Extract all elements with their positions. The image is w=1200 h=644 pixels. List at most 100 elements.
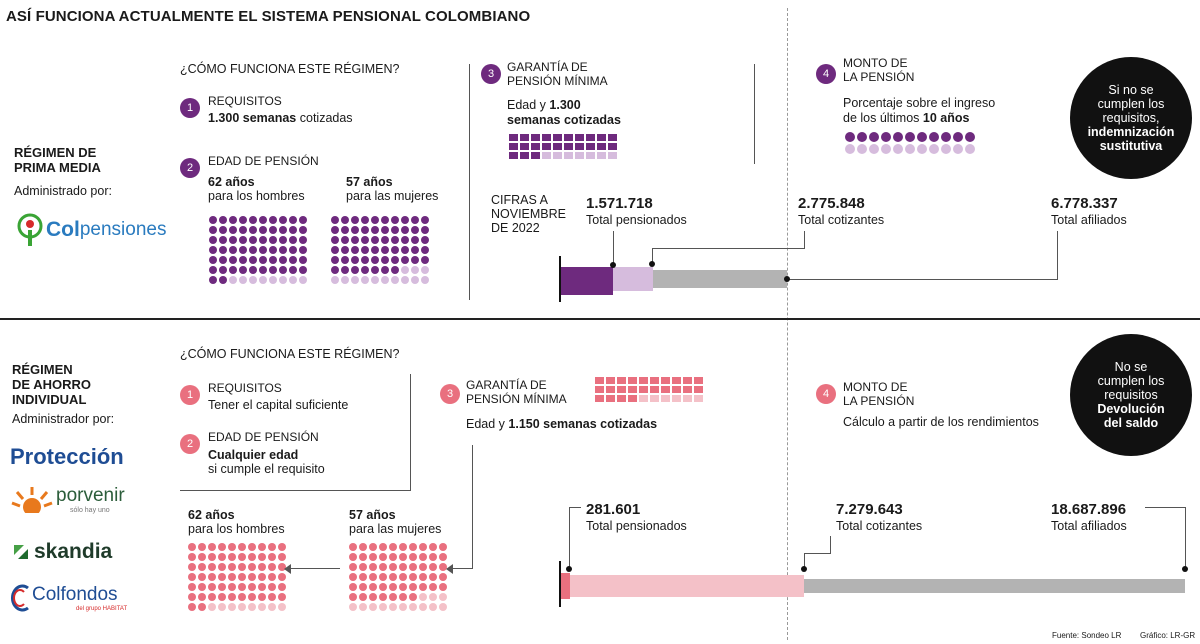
week-square [639,377,648,384]
age-dot [359,603,367,611]
year-circle [869,144,879,154]
age-dot [258,563,266,571]
age-dot [229,256,237,264]
age-dot [279,216,287,224]
age-dot [411,256,419,264]
age-dot [258,583,266,591]
age-dot [369,543,377,551]
week-square [586,134,595,141]
women-text: para las mujeres [349,522,442,536]
age-dot [249,216,257,224]
age-dot [238,563,246,571]
age-dot [401,256,409,264]
age-dot [229,266,237,274]
ahorro-bar-pensionados [561,573,570,599]
footer-source: Fuente: Sondeo LR [1052,631,1122,640]
age-dot [439,583,447,591]
age-dot [379,553,387,561]
age-dot [439,563,447,571]
step-label-monto: MONTO DE LA PENSIÓN [843,380,915,408]
age-dot [429,563,437,571]
age-dot [239,226,247,234]
week-square [564,152,573,159]
age-dot [238,583,246,591]
step-label-requisitos: REQUISITOS [208,94,282,108]
leader-dot [649,261,655,267]
age-dot [279,236,287,244]
age-dot [259,246,267,254]
week-square [661,377,670,384]
week-square [531,152,540,159]
age-dot [268,553,276,561]
age-dot [369,563,377,571]
bracket-line [180,490,411,491]
age-dot [371,226,379,234]
pensionados-value: 281.601 [586,501,641,518]
age-dot [268,603,276,611]
age-dot [198,593,206,601]
age-dot [391,226,399,234]
women-age: 57 años [346,175,393,189]
women-age: 57 años [349,508,396,522]
age-dot [331,236,339,244]
age-dot [299,226,307,234]
age-dot [411,236,419,244]
step-text-edad-bold: Cualquier edad [208,448,299,462]
age-dot [361,276,369,284]
age-dot [391,266,399,274]
age-dot [269,246,277,254]
age-dot [401,216,409,224]
week-square [672,377,681,384]
age-dot [391,256,399,264]
age-dot [299,236,307,244]
week-square [628,395,637,402]
leader-line [569,507,570,569]
men-age-dots [188,543,286,611]
age-dot [439,603,447,611]
ahorro-bar-cotizantes [561,575,804,597]
age-dot [429,603,437,611]
age-dot [209,226,217,234]
step-number-4: 4 [816,64,836,84]
age-dot [381,276,389,284]
afiliados-label: Total afiliados [1051,519,1127,533]
cotizantes-label: Total cotizantes [798,213,885,227]
vertical-separator [469,64,470,300]
age-dot [259,226,267,234]
age-dot [371,236,379,244]
year-circle [869,132,879,142]
age-dot [381,266,389,274]
cifras-label: CIFRAS A NOVIEMBRE DE 2022 [491,193,567,235]
age-dot [238,593,246,601]
age-dot [331,226,339,234]
cotizantes-value: 7.279.643 [836,501,903,518]
step-label-requisitos: REQUISITOS [208,381,282,395]
age-dot [409,573,417,581]
age-dot [209,266,217,274]
age-dot [188,603,196,611]
age-dot [341,216,349,224]
step-text-monto: Cálculo a partir de los rendimientos [843,415,1039,429]
age-dot [238,603,246,611]
age-dot [209,246,217,254]
age-dot [268,573,276,581]
week-square [553,143,562,150]
age-dot [359,573,367,581]
age-dot [421,256,429,264]
step-label-edad: EDAD DE PENSIÓN [208,430,319,444]
age-dot [419,603,427,611]
afiliados-value: 6.778.337 [1051,195,1118,212]
week-square [672,386,681,393]
age-dot [361,226,369,234]
age-dot [279,226,287,234]
age-dot [239,256,247,264]
age-dot [289,256,297,264]
age-dot [381,226,389,234]
week-square [694,386,703,393]
age-dot [228,603,236,611]
year-circle [965,132,975,142]
age-dot [421,236,429,244]
men-age-dots [209,216,307,284]
age-dot [419,563,427,571]
age-dot [351,226,359,234]
